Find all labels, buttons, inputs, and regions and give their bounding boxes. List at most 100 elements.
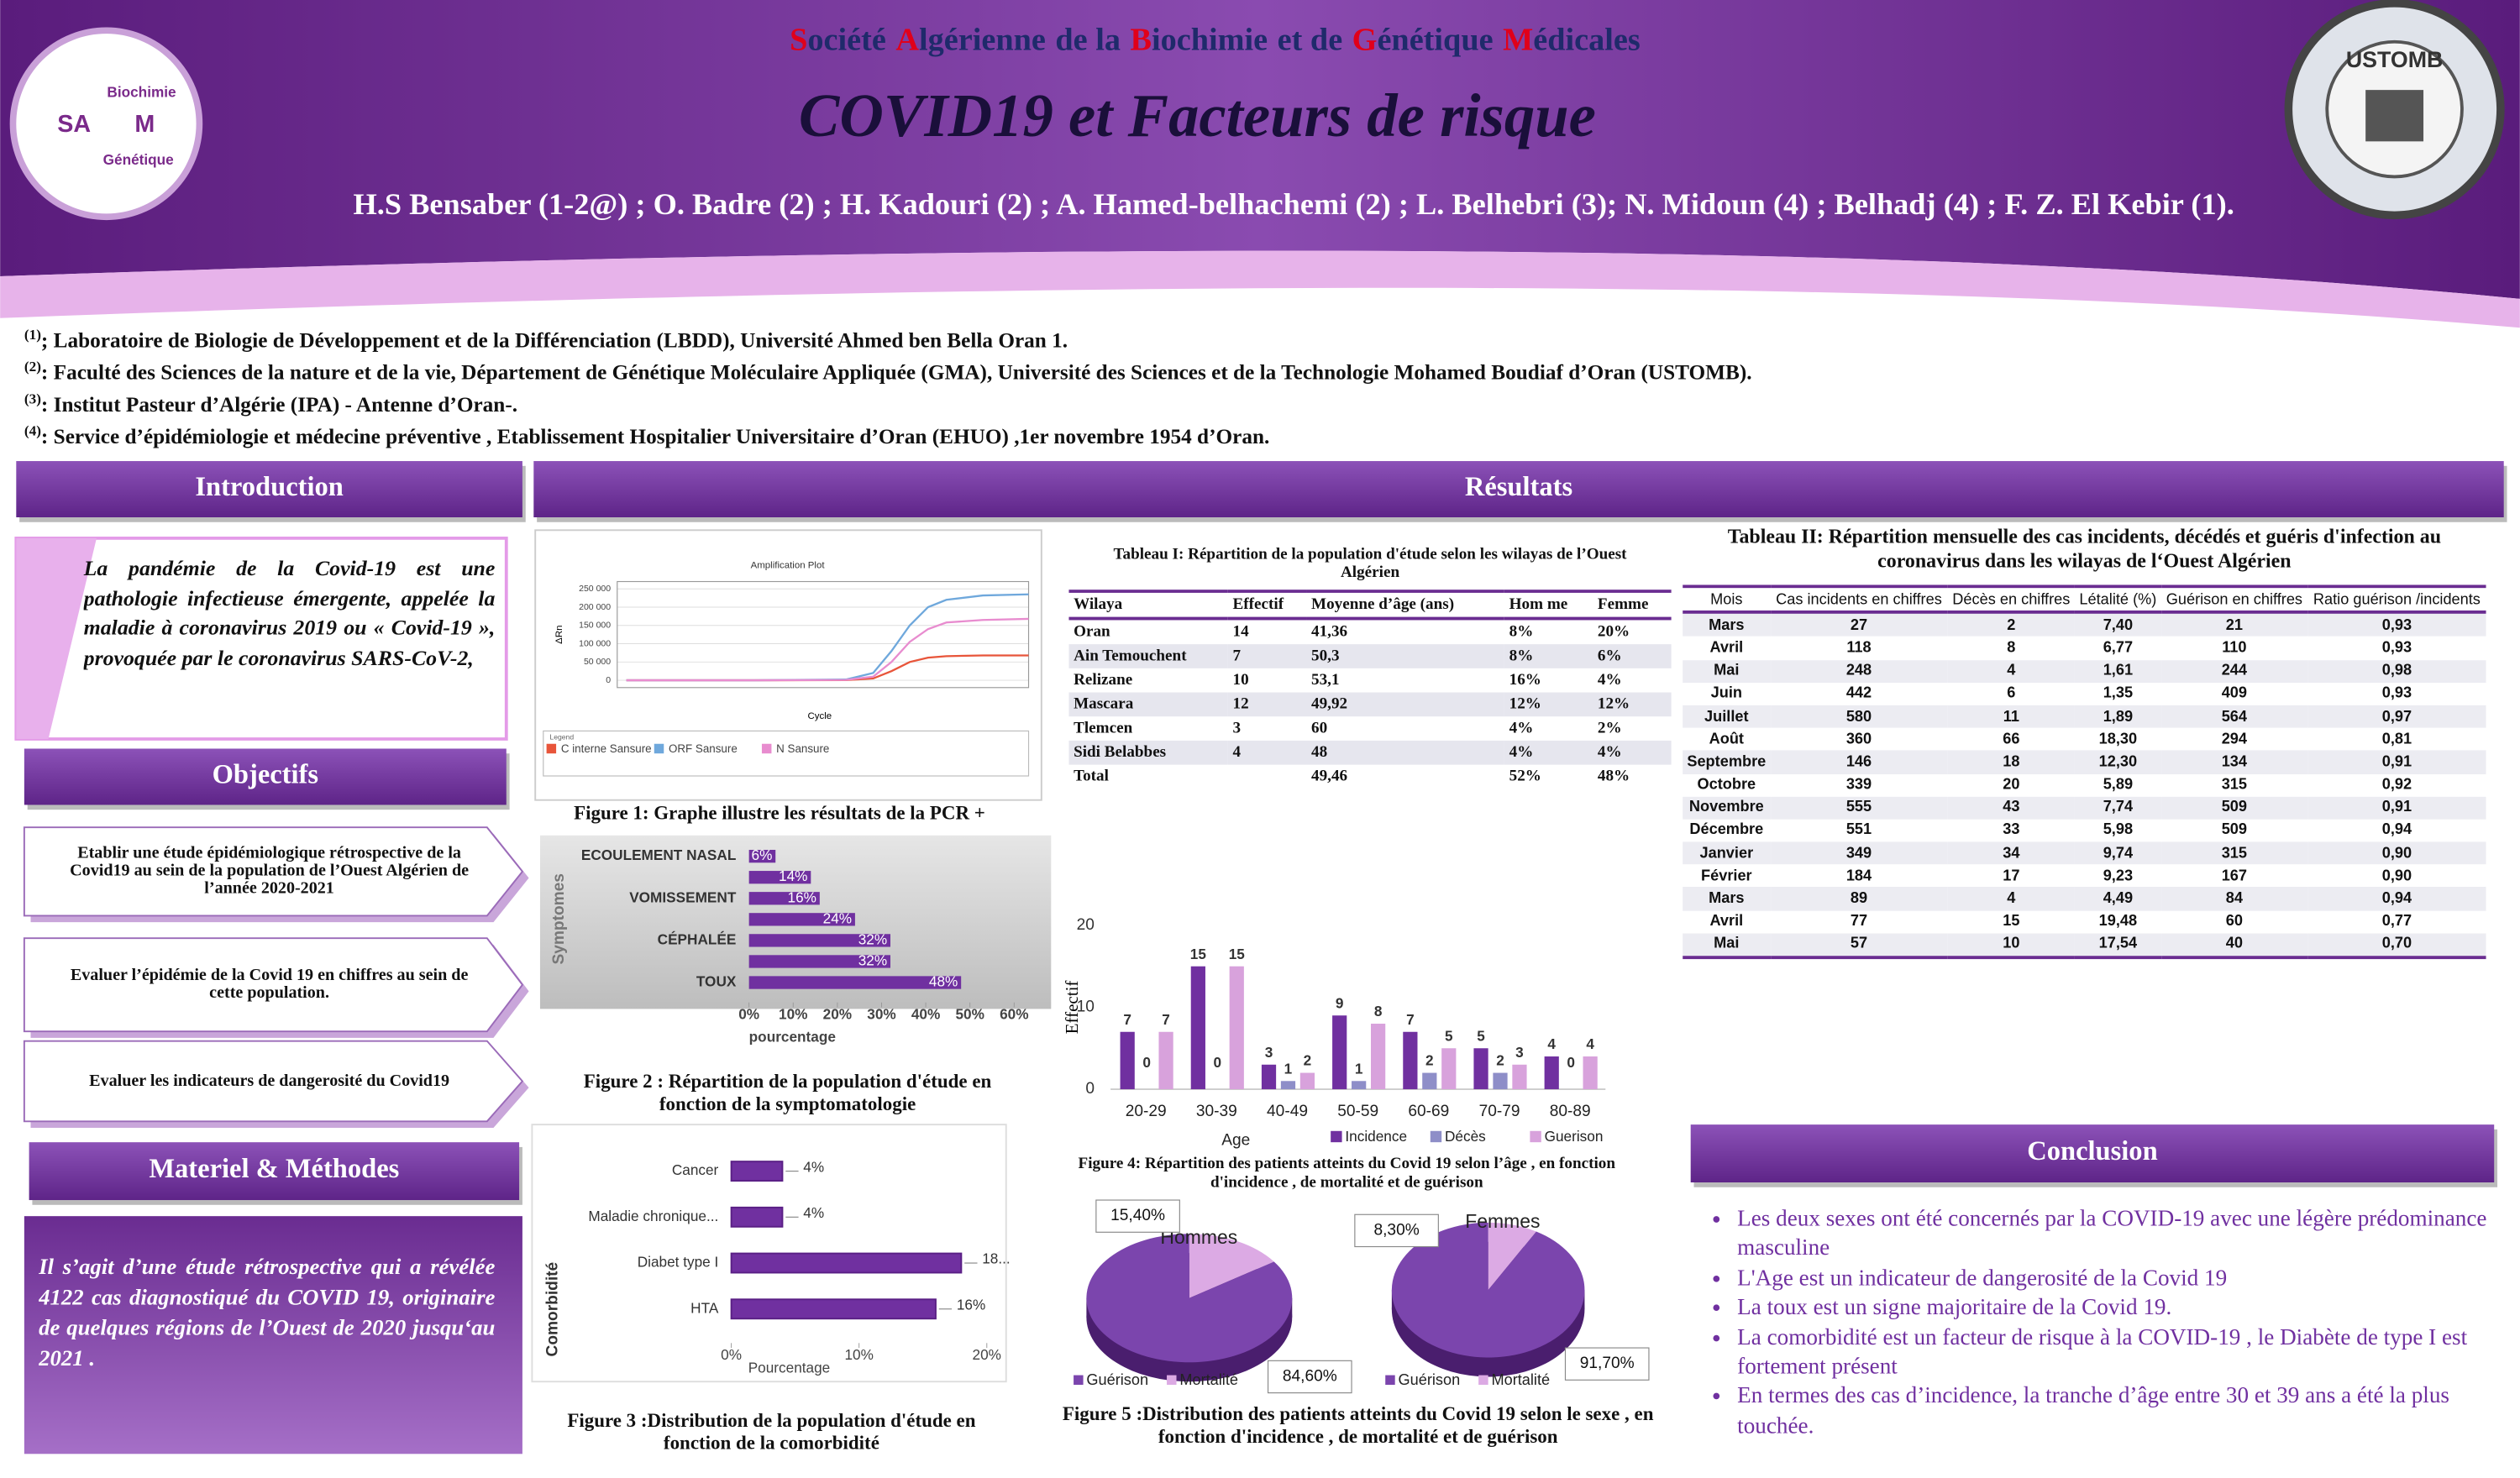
affiliation-text: : Service d’épidémiologie et médecine pr… — [41, 425, 1269, 448]
table-cell: Février — [1701, 867, 1752, 885]
data-label: 16% — [957, 1296, 985, 1313]
data-label: 8,30% — [1373, 1221, 1419, 1239]
table-cell: Oran — [1074, 623, 1110, 642]
data-label: 91,70% — [1580, 1355, 1635, 1372]
objective-box: Evaluer les indicateurs de dangerosité d… — [89, 1072, 450, 1090]
figure-caption-box: Figure 4: Répartition des patients attei… — [1078, 1155, 1616, 1192]
x-tick-label: 60% — [1000, 1006, 1028, 1023]
table-title: Tableau I: Répartition de la population … — [1114, 546, 1627, 581]
legend-swatch — [654, 743, 664, 754]
table-cell: Juillet — [1683, 705, 1771, 728]
table-cell: 564 — [2160, 705, 2308, 728]
affiliation-mark: (4) — [24, 423, 41, 439]
bar — [1583, 1056, 1598, 1090]
y-tick-label: 50 000 — [584, 657, 611, 667]
table-cell: Avril — [1709, 639, 1744, 658]
table-cell: 0,92 — [2381, 776, 2412, 794]
table-cell: 6,77 — [2103, 639, 2134, 658]
conclusion-items: Les deux sexes ont été concernés par la … — [1695, 1205, 2499, 1442]
table-header-cell: Effectif — [1227, 590, 1307, 621]
bar — [1229, 966, 1244, 1090]
affiliation-text: ; Laboratoire de Biologie de Développeme… — [41, 328, 1068, 352]
table-cell: 43 — [1947, 796, 2076, 820]
legend-label: Guérison — [1399, 1371, 1461, 1388]
affiliation: (1); Laboratoire de Biologie de Développ… — [24, 327, 1068, 352]
affiliation: (2): Faculté des Sciences de la nature e… — [24, 359, 1752, 384]
bar — [1332, 1015, 1347, 1090]
table-cell: 409 — [2221, 684, 2248, 703]
legend-swatch — [1385, 1375, 1395, 1386]
category-label: Maladie chronique... — [588, 1208, 718, 1224]
bar — [1352, 1081, 1367, 1090]
table-cell: 49,92 — [1306, 692, 1504, 717]
table-row: Oran 14 41,36 8% 20% — [1068, 619, 1671, 645]
logo-text: Génétique — [103, 151, 174, 168]
table-row: Total 49,46 52% 48% — [1068, 765, 1671, 789]
table-cell: 12,30 — [2075, 750, 2161, 774]
society-word: de la — [1055, 22, 1121, 58]
table-cell: 0,93 — [2381, 639, 2412, 658]
table-cell: 10 — [1947, 933, 2076, 960]
table-cell: 349 — [1770, 841, 1948, 865]
table-cell: 0,97 — [2307, 705, 2486, 728]
label-box — [1354, 1213, 1439, 1248]
table-cell: 4% — [1597, 671, 1622, 689]
table-cell: 6 — [2007, 684, 2016, 703]
conclusion-list: Les deux sexes ont été concernés par la … — [1695, 1205, 2499, 1462]
data-label: 9 — [1336, 994, 1344, 1011]
data-label: 32% — [858, 952, 887, 969]
bar — [1544, 1056, 1559, 1090]
table-cell: 15 — [2003, 913, 2020, 931]
label-box — [1095, 1199, 1180, 1233]
table-cell: Novembre — [1683, 796, 1771, 820]
table-cell: 7 — [1227, 644, 1307, 668]
table-cell: 9,23 — [2103, 867, 2134, 885]
y-axis-label: Effectif — [1062, 981, 1082, 1035]
table-cell: 60 — [1311, 720, 1328, 738]
table-cell: 315 — [2160, 841, 2308, 865]
table-cell: Ain Temouchent — [1068, 644, 1228, 668]
conclusion-item: La comorbidité est un facteur de risque … — [1737, 1323, 2499, 1382]
figure-caption: Figure 1: Graphe illustre les résultats … — [574, 802, 985, 825]
table-row: Ain Temouchent 7 50,3 8% 6% — [1068, 644, 1672, 668]
data-label: 2 — [1425, 1052, 1434, 1069]
table-row: Mai 57 10 17,54 40 0,70 — [1683, 933, 2486, 960]
bar — [730, 1298, 937, 1320]
data-label: 48% — [929, 973, 958, 990]
table-cell: 12% — [1593, 692, 1672, 717]
data-label: 18... — [982, 1250, 1010, 1267]
data-label: 84,60% — [1283, 1368, 1337, 1386]
bar — [1280, 1081, 1296, 1090]
data-label: 4% — [803, 1158, 824, 1175]
figure-caption-box: Figure 3 :Distribution de la population … — [567, 1408, 976, 1455]
legend-swatch — [761, 743, 772, 754]
table-row: Juin 442 6 1,35 409 0,93 — [1683, 683, 2486, 705]
x-tick-label: 0% — [721, 1346, 742, 1363]
affiliation-text: : Institut Pasteur d’Algérie (IPA) - Ant… — [41, 393, 517, 417]
table-cell: 84 — [2160, 887, 2308, 910]
data-label: 7 — [1162, 1011, 1170, 1028]
intro-text: La pandémie de la Covid-19 est une patho… — [84, 556, 496, 669]
data-label: 32% — [858, 930, 887, 947]
table-row: Juillet 580 11 1,89 564 0,97 — [1683, 705, 2486, 728]
figure-caption-box: Figure 2 : Répartition de la population … — [583, 1070, 992, 1116]
bar — [748, 955, 890, 968]
bar — [1422, 1072, 1437, 1090]
section-heading: Conclusion — [2027, 1136, 2157, 1166]
data-label: 8 — [1374, 1003, 1383, 1019]
table-cell: 5,98 — [2103, 821, 2134, 840]
bar — [1493, 1072, 1508, 1090]
bar — [748, 850, 776, 863]
table-header-cell: Wilaya — [1068, 590, 1228, 621]
legend-swatch — [1331, 1130, 1342, 1143]
logo-text: SA — [57, 111, 91, 138]
conclusion-item: Les deux sexes ont été concernés par la … — [1737, 1205, 2499, 1264]
logo-left — [9, 27, 203, 221]
x-tick-label: 50% — [955, 1006, 984, 1023]
objective: Evaluer l’épidémie de la Covid 19 en chi… — [71, 967, 469, 1003]
pie-slice — [1189, 1234, 1274, 1298]
table-cell: 1,89 — [2075, 705, 2161, 728]
affiliation: (3): Institut Pasteur d’Algérie (IPA) - … — [24, 390, 517, 416]
bar — [1371, 1023, 1386, 1090]
table-cell: 20 — [2003, 776, 2020, 794]
